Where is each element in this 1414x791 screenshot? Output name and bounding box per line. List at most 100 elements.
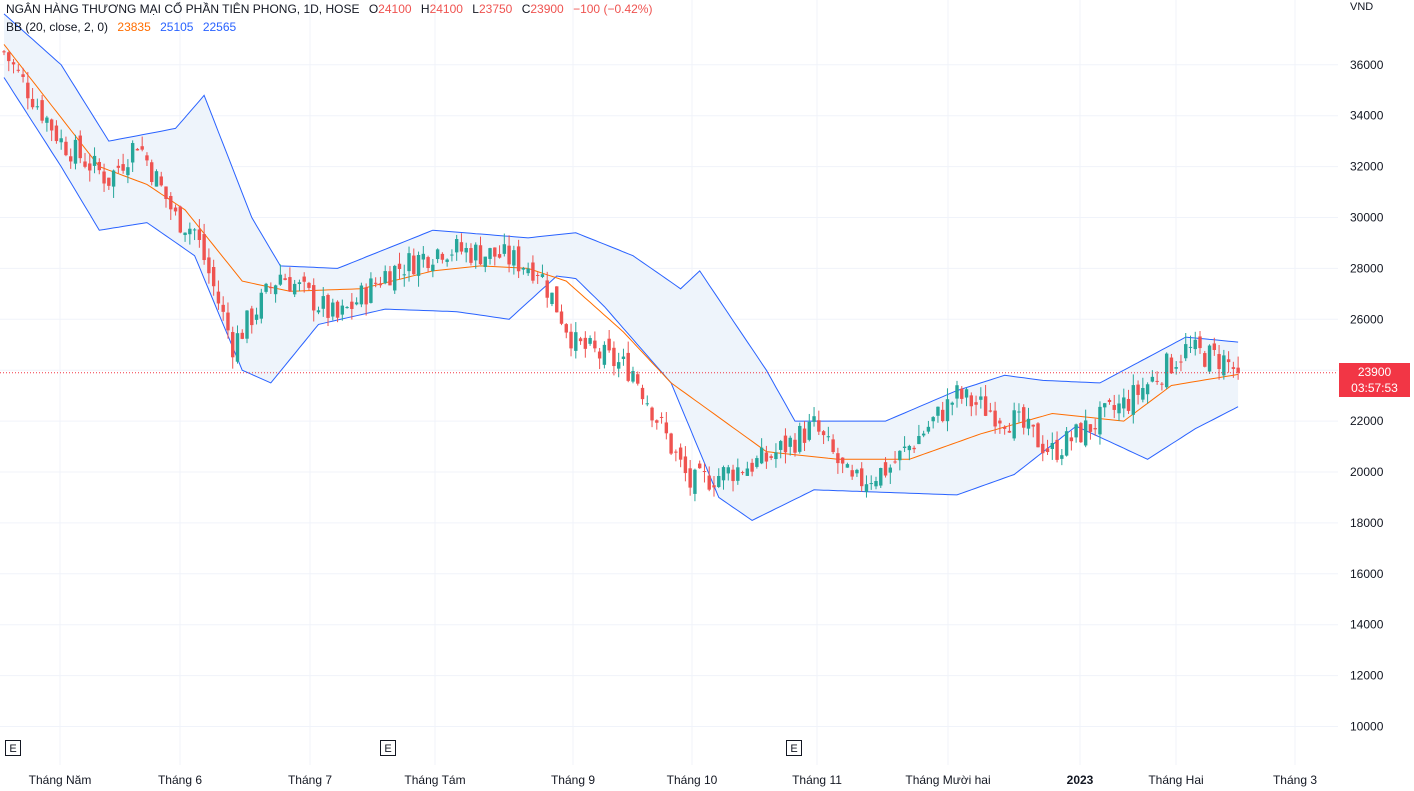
candle-body	[292, 283, 297, 295]
candle-body	[893, 461, 897, 463]
candle-body	[26, 82, 30, 99]
candle-body	[550, 292, 554, 305]
candle-body	[154, 171, 159, 187]
candle-body	[1022, 407, 1026, 428]
price-tick-label: 30000	[1350, 211, 1384, 225]
candle-body	[750, 462, 754, 472]
candle-body	[931, 417, 935, 422]
candle-body	[321, 296, 325, 309]
candle-body	[564, 324, 568, 333]
candle-body	[1231, 367, 1236, 369]
bollinger-band-fill	[4, 13, 1239, 521]
candle-body	[759, 447, 764, 464]
candle-body	[173, 207, 178, 212]
candle-body	[707, 475, 711, 490]
candle-body	[645, 403, 649, 405]
earnings-marker[interactable]: E	[786, 740, 802, 756]
price-tick-label: 22000	[1350, 414, 1384, 428]
candle-body	[426, 257, 430, 269]
candle-body	[21, 74, 25, 77]
candle-body	[64, 141, 68, 156]
time-tick-label: Tháng 6	[158, 773, 202, 787]
candle-body	[1131, 385, 1136, 415]
candle-body	[469, 248, 473, 263]
candle-body	[183, 232, 187, 236]
candle-body	[1112, 405, 1116, 410]
candle-body	[1145, 384, 1150, 395]
candle-body	[602, 344, 607, 365]
price-axis[interactable]: 1000012000140001600018000200002200024000…	[1350, 58, 1384, 734]
bar-countdown: 03:57:53	[1351, 381, 1398, 395]
candle-body	[92, 155, 97, 166]
earnings-marker[interactable]: E	[380, 740, 396, 756]
candle-body	[521, 267, 526, 270]
bollinger-upper-line	[3, 13, 1239, 422]
candle-body	[555, 286, 559, 313]
bb-basis-value: 23835	[117, 20, 151, 34]
time-tick-label: Tháng 10	[667, 773, 718, 787]
candle-body	[659, 416, 664, 418]
candle-body	[59, 138, 63, 143]
candle-body	[2, 51, 6, 53]
candle-body	[650, 407, 654, 421]
candle-body	[202, 234, 206, 261]
candle-body	[574, 332, 578, 351]
candle-body	[111, 170, 116, 187]
candle-body	[216, 291, 221, 304]
candle-body	[1188, 346, 1193, 348]
candle-body	[364, 287, 368, 305]
time-tick-label: Tháng Tám	[404, 773, 465, 787]
high-number: 24100	[429, 2, 463, 16]
candle-body	[1141, 387, 1145, 400]
candle-body	[769, 456, 773, 458]
price-tick-label: 16000	[1350, 567, 1384, 581]
candle-body	[845, 464, 850, 468]
candle-body	[879, 468, 883, 486]
candle-body	[526, 268, 530, 274]
candle-body	[1055, 439, 1059, 460]
symbol-title[interactable]: NGÂN HÀNG THƯƠNG MẠI CỔ PHẦN TIÊN PHONG,…	[6, 2, 360, 16]
time-tick-label: Tháng Năm	[29, 773, 92, 787]
candle-body	[636, 374, 640, 384]
time-axis[interactable]: Tháng Năm Tháng 6 Tháng 7 Tháng Tám Tháng 9 T…	[29, 773, 1318, 787]
candle-body	[1103, 403, 1107, 408]
candle-body	[269, 287, 273, 289]
candle-body	[273, 285, 278, 295]
candle-body	[936, 406, 940, 416]
indicator-title[interactable]: BB (20, close, 2, 0)	[6, 20, 109, 34]
candle-body	[169, 195, 173, 210]
candle-body	[874, 481, 878, 487]
candle-body	[1050, 442, 1054, 449]
candle-body	[631, 371, 635, 382]
candle-body	[254, 314, 259, 320]
candle-body	[969, 395, 973, 407]
candle-body	[116, 165, 121, 168]
candle-body	[664, 422, 669, 434]
candle-body	[1169, 357, 1174, 374]
candle-body	[412, 255, 416, 275]
candle-body	[702, 470, 707, 472]
candle-body	[373, 282, 378, 284]
candle-body	[1036, 423, 1040, 448]
earnings-marker[interactable]: E	[5, 740, 21, 756]
candle-body	[359, 285, 364, 305]
candle-body	[178, 206, 183, 233]
candle-body	[459, 242, 464, 252]
price-tick-label: 20000	[1350, 465, 1384, 479]
bb-lower-value: 22565	[202, 20, 237, 34]
candle-body	[102, 171, 106, 184]
candle-body	[312, 285, 316, 311]
candle-body	[1164, 353, 1169, 388]
candle-body	[783, 435, 788, 453]
candle-body	[369, 278, 373, 303]
candle-body	[745, 468, 750, 476]
candle-body	[83, 161, 87, 167]
candle-body	[731, 469, 735, 482]
candle-body	[640, 387, 645, 400]
candle-body	[674, 451, 678, 453]
candle-body	[869, 483, 873, 485]
candle-body	[802, 428, 807, 443]
candle-body	[483, 256, 487, 267]
candle-body	[450, 254, 454, 256]
